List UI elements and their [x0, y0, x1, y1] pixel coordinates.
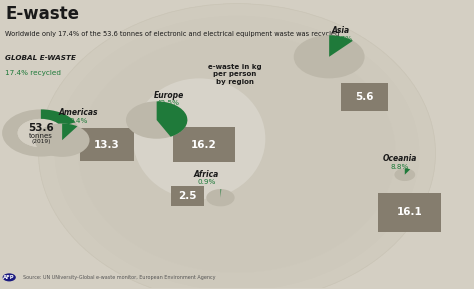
- Wedge shape: [220, 189, 221, 198]
- Text: 16.1: 16.1: [397, 207, 422, 217]
- Ellipse shape: [38, 3, 436, 289]
- Text: Source: UN UNiversity-Global e-waste monitor, European Environment Agency: Source: UN UNiversity-Global e-waste mon…: [23, 275, 216, 280]
- Text: 8.8%: 8.8%: [391, 164, 409, 170]
- Text: 11.7%: 11.7%: [329, 36, 353, 42]
- FancyBboxPatch shape: [80, 128, 134, 161]
- Ellipse shape: [133, 78, 265, 199]
- Text: (2019): (2019): [31, 139, 51, 144]
- Text: 2.5: 2.5: [178, 191, 197, 201]
- Ellipse shape: [78, 34, 396, 273]
- Ellipse shape: [38, 3, 436, 289]
- Circle shape: [2, 273, 16, 281]
- Wedge shape: [35, 123, 90, 157]
- Text: 9.4%: 9.4%: [70, 118, 88, 124]
- Text: 53.6: 53.6: [28, 123, 54, 133]
- Text: Africa: Africa: [194, 170, 219, 179]
- Wedge shape: [394, 168, 415, 181]
- Wedge shape: [206, 189, 235, 206]
- Text: Worldwide only 17.4% of the 53.6 tonnes of electronic and electrical equipment w: Worldwide only 17.4% of the 53.6 tonnes …: [5, 31, 340, 37]
- Text: 5.6: 5.6: [356, 92, 374, 102]
- Text: 17.4% recycled: 17.4% recycled: [5, 70, 62, 76]
- Text: Europe: Europe: [154, 91, 183, 100]
- Wedge shape: [156, 101, 187, 137]
- Text: AFP: AFP: [3, 275, 15, 280]
- Circle shape: [18, 119, 64, 147]
- Ellipse shape: [55, 16, 419, 289]
- Text: e-waste in kg
per person
by region: e-waste in kg per person by region: [208, 64, 262, 85]
- FancyBboxPatch shape: [173, 127, 235, 162]
- Wedge shape: [126, 101, 187, 139]
- Text: 0.9%: 0.9%: [197, 179, 216, 185]
- Wedge shape: [41, 110, 75, 127]
- Wedge shape: [294, 35, 365, 78]
- Text: E-waste: E-waste: [5, 5, 80, 23]
- Wedge shape: [2, 110, 80, 157]
- Text: tonnes: tonnes: [29, 133, 53, 139]
- Text: 16.2: 16.2: [191, 140, 217, 149]
- Wedge shape: [405, 168, 410, 175]
- Text: 13.3: 13.3: [94, 140, 120, 149]
- Text: Asia: Asia: [332, 26, 350, 35]
- Wedge shape: [329, 35, 353, 57]
- Wedge shape: [62, 123, 77, 140]
- Text: GLOBAL E-WASTE: GLOBAL E-WASTE: [5, 55, 76, 61]
- FancyBboxPatch shape: [378, 193, 441, 231]
- FancyBboxPatch shape: [171, 186, 204, 206]
- Text: Oceania: Oceania: [383, 154, 417, 163]
- FancyBboxPatch shape: [341, 84, 388, 111]
- Text: 42.5%: 42.5%: [157, 100, 180, 106]
- Text: Americas: Americas: [59, 108, 99, 117]
